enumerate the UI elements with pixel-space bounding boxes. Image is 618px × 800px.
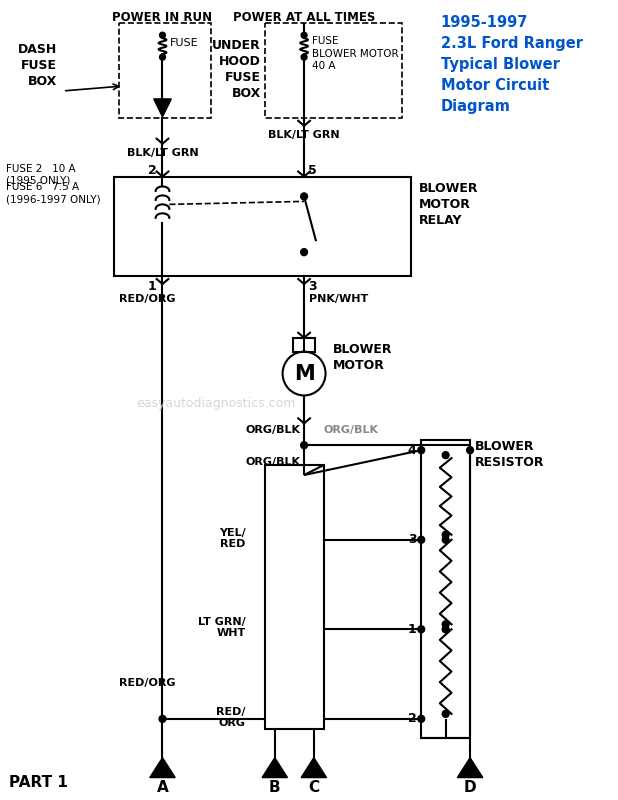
Text: 1: 1 <box>408 622 417 636</box>
Text: DASH
FUSE
BOX: DASH FUSE BOX <box>18 43 57 88</box>
Text: 2: 2 <box>148 164 156 177</box>
Circle shape <box>418 715 425 722</box>
Bar <box>114 177 412 276</box>
Polygon shape <box>457 758 483 778</box>
Bar <box>265 23 402 118</box>
Text: PART 1: PART 1 <box>9 775 68 790</box>
Circle shape <box>301 193 308 200</box>
Text: FUSE 2   10 A
(1995 ONLY): FUSE 2 10 A (1995 ONLY) <box>6 163 76 185</box>
Text: D: D <box>464 779 476 794</box>
Bar <box>265 465 324 729</box>
Text: 2: 2 <box>408 712 417 726</box>
Text: YEL/
RED: YEL/ RED <box>219 528 245 549</box>
Text: ORG/BLK: ORG/BLK <box>324 426 379 435</box>
Text: 1995-1997
2.3L Ford Ranger
Typical Blower
Motor Circuit
Diagram: 1995-1997 2.3L Ford Ranger Typical Blowe… <box>441 15 583 114</box>
Text: BLOWER
MOTOR
RELAY: BLOWER MOTOR RELAY <box>419 182 479 226</box>
Circle shape <box>442 531 449 538</box>
Text: easyautodiagnostics.com: easyautodiagnostics.com <box>137 397 296 410</box>
Text: BLOWER
RESISTOR: BLOWER RESISTOR <box>475 440 544 470</box>
Circle shape <box>442 710 449 718</box>
Text: B: B <box>269 779 281 794</box>
Circle shape <box>442 452 449 458</box>
Circle shape <box>159 32 166 38</box>
Text: 4: 4 <box>408 444 417 457</box>
Text: FUSE
BLOWER MOTOR
40 A: FUSE BLOWER MOTOR 40 A <box>312 36 399 71</box>
Text: FUSE 6   7.5 A
(1996-1997 ONLY): FUSE 6 7.5 A (1996-1997 ONLY) <box>6 182 101 204</box>
Circle shape <box>301 442 308 449</box>
Text: M: M <box>294 363 315 383</box>
Text: POWER AT ALL TIMES: POWER AT ALL TIMES <box>233 11 375 24</box>
Circle shape <box>442 626 449 633</box>
Text: UNDER
HOOD
FUSE
BOX: UNDER HOOD FUSE BOX <box>213 39 261 100</box>
Text: RED/ORG: RED/ORG <box>119 678 175 688</box>
Circle shape <box>159 715 166 722</box>
Text: 3: 3 <box>408 534 417 546</box>
Circle shape <box>418 626 425 633</box>
Text: ORG/BLK: ORG/BLK <box>245 426 300 435</box>
Text: FUSE: FUSE <box>171 38 199 48</box>
Text: BLOWER
MOTOR: BLOWER MOTOR <box>333 342 393 372</box>
Text: C: C <box>308 779 320 794</box>
Bar <box>119 23 211 118</box>
Circle shape <box>301 249 308 256</box>
Circle shape <box>159 54 166 60</box>
Circle shape <box>301 54 307 60</box>
Circle shape <box>442 621 449 628</box>
Text: A: A <box>156 779 168 794</box>
Text: BLK/LT GRN: BLK/LT GRN <box>127 148 198 158</box>
Text: 1: 1 <box>148 281 156 294</box>
Text: 5: 5 <box>308 164 317 177</box>
Circle shape <box>418 536 425 543</box>
Text: RED/
ORG: RED/ ORG <box>216 707 245 728</box>
Circle shape <box>301 32 307 38</box>
Text: 3: 3 <box>308 281 316 294</box>
Text: LT GRN/
WHT: LT GRN/ WHT <box>198 618 245 638</box>
Polygon shape <box>301 758 326 778</box>
Circle shape <box>442 536 449 543</box>
Polygon shape <box>150 758 175 778</box>
Polygon shape <box>154 99 171 117</box>
Bar <box>421 440 470 738</box>
Polygon shape <box>262 758 287 778</box>
Circle shape <box>467 446 473 454</box>
Text: POWER IN RUN: POWER IN RUN <box>112 11 213 24</box>
Text: PNK/WHT: PNK/WHT <box>309 294 368 304</box>
Text: BLK/LT GRN: BLK/LT GRN <box>268 130 340 140</box>
Circle shape <box>418 446 425 454</box>
Text: RED/ORG: RED/ORG <box>119 294 175 304</box>
Text: ORG/BLK: ORG/BLK <box>245 457 300 467</box>
Bar <box>294 338 315 352</box>
